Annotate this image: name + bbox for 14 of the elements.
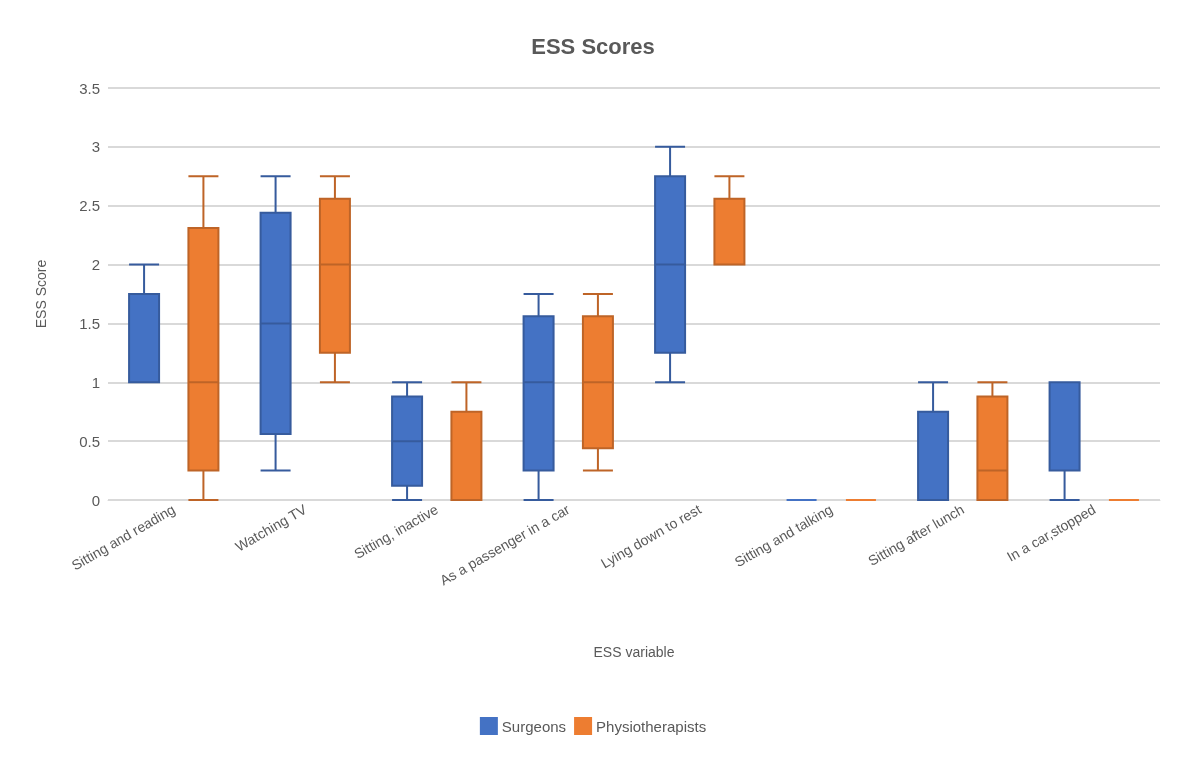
y-tick-label: 0.5 [79,432,100,450]
legend-label: Surgeons [501,717,567,735]
y-axis-title: ESS Score [33,259,49,329]
x-axis-title: ESS variable [593,644,675,660]
y-tick-label: 0 [91,491,100,509]
x-tick-label: Lying down to rest [597,501,704,572]
y-tick-label: 2 [91,256,100,274]
legend-label: Physiotherapists [596,717,707,735]
y-tick-label: 3 [91,138,100,156]
y-tick-label: 1 [91,373,100,391]
chart-title: ESS Scores [531,33,655,59]
y-tick-label: 1.5 [79,314,100,332]
y-tick-label: 3.5 [79,79,100,97]
y-tick-label: 2.5 [79,197,100,215]
